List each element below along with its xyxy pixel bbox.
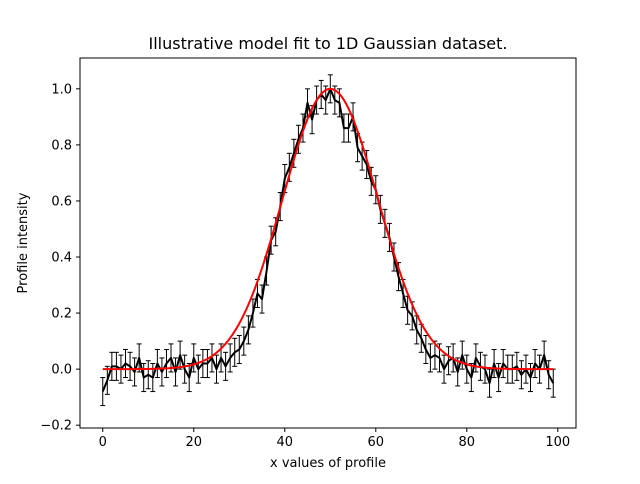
y-tick-label: 0.4 <box>51 251 72 266</box>
x-tick-label: 40 <box>276 435 293 450</box>
plot-area-frame <box>79 57 577 429</box>
y-tick-label: 0.0 <box>51 363 72 378</box>
model-fit-line <box>102 87 554 371</box>
y-tick-label: 0.2 <box>51 307 72 322</box>
y-tick-label: −0.2 <box>40 419 72 434</box>
y-tick-label: 1.0 <box>51 82 72 97</box>
x-tick-label: 80 <box>459 435 476 450</box>
x-tick-label: 20 <box>185 435 202 450</box>
x-tick-label: 60 <box>368 435 385 450</box>
y-tick-label: 0.8 <box>51 138 72 153</box>
chart-title: Illustrative model fit to 1D Gaussian da… <box>148 34 507 53</box>
y-axis-label: Profile intensity <box>16 192 31 293</box>
data-series-line <box>101 87 555 392</box>
x-axis: 0 20 40 60 80 100 <box>99 428 570 450</box>
plot-data-layer <box>100 74 556 407</box>
y-tick-label: 0.6 <box>51 194 72 209</box>
x-tick-label: 100 <box>545 435 570 450</box>
y-axis: −0.2 0.0 0.2 0.4 0.6 0.8 1.0 <box>40 82 80 434</box>
x-tick-label: 0 <box>99 435 107 450</box>
x-axis-label: x values of profile <box>270 456 386 471</box>
